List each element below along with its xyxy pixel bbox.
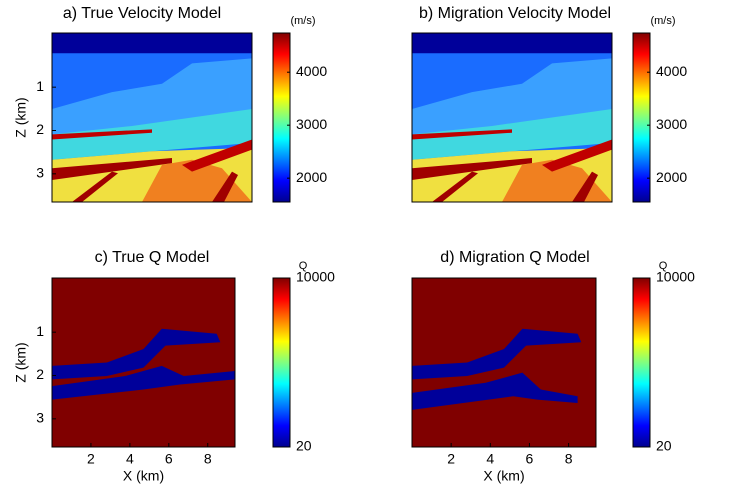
panel-title: c) True Q Model — [95, 249, 210, 266]
colorbar-label: (m/s) — [650, 15, 675, 27]
image-region — [52, 158, 172, 181]
colorbar-tick-label: 2000 — [296, 169, 327, 185]
image-region — [412, 158, 532, 181]
y-tick-label: 1 — [36, 323, 44, 339]
axes-box — [411, 277, 597, 448]
x-tick-label: 2 — [87, 451, 95, 467]
axes-box — [51, 277, 236, 448]
image-region — [412, 129, 512, 140]
image-region — [412, 328, 582, 380]
axes-box — [51, 32, 253, 203]
x-tick-label: 8 — [565, 451, 573, 467]
image-region — [52, 33, 252, 54]
image-region — [52, 328, 221, 380]
colorbar-label: (m/s) — [290, 15, 315, 27]
x-axis-label: X (km) — [483, 468, 524, 484]
y-axis-label: Z (km) — [13, 342, 29, 382]
x-tick-label: 6 — [165, 451, 173, 467]
image-region — [212, 171, 238, 202]
colorbar-tick-label: 20 — [656, 438, 672, 454]
image-region — [52, 129, 152, 140]
y-tick-label: 1 — [36, 78, 44, 94]
image-region — [572, 171, 598, 202]
x-tick-label: 4 — [126, 451, 134, 467]
colorbar-label: Q — [299, 260, 308, 272]
x-tick-label: 6 — [526, 451, 534, 467]
colorbar-tick-label: 10000 — [296, 269, 335, 285]
panel-title: a) True Velocity Model — [63, 5, 221, 22]
colorbar — [632, 277, 651, 448]
colorbar-tick-label: 2000 — [656, 169, 687, 185]
axes-box — [411, 32, 613, 203]
image-region — [182, 139, 252, 172]
image-region — [412, 372, 578, 410]
panel-title: d) Migration Q Model — [440, 249, 589, 266]
colorbar-tick-label: 3000 — [296, 116, 327, 132]
colorbar-tick-label: 3000 — [656, 116, 687, 132]
y-tick-label: 3 — [36, 165, 44, 181]
image-region — [72, 171, 118, 202]
colorbar — [272, 277, 291, 448]
image-region — [52, 58, 252, 135]
x-tick-label: 2 — [447, 451, 455, 467]
y-tick-label: 2 — [36, 366, 44, 382]
image-region — [52, 365, 235, 400]
image-region — [432, 171, 478, 202]
colorbar — [632, 32, 651, 203]
y-tick-label: 3 — [36, 410, 44, 426]
colorbar-tick-label: 4000 — [656, 63, 687, 79]
image-region — [412, 109, 612, 160]
y-axis-label: Z (km) — [13, 97, 29, 137]
image-region — [412, 58, 612, 135]
colorbar-tick-label: 10000 — [656, 269, 695, 285]
image-region — [542, 139, 612, 172]
colorbar-tick-label: 20 — [296, 438, 312, 454]
panel-title: b) Migration Velocity Model — [419, 5, 611, 22]
image-region — [52, 109, 252, 160]
y-tick-label: 2 — [36, 121, 44, 137]
colorbar — [272, 32, 291, 203]
x-tick-label: 4 — [486, 451, 494, 467]
x-axis-label: X (km) — [123, 468, 164, 484]
image-region — [412, 33, 612, 54]
colorbar-label: Q — [659, 260, 668, 272]
x-tick-label: 8 — [204, 451, 212, 467]
colorbar-tick-label: 4000 — [296, 63, 327, 79]
